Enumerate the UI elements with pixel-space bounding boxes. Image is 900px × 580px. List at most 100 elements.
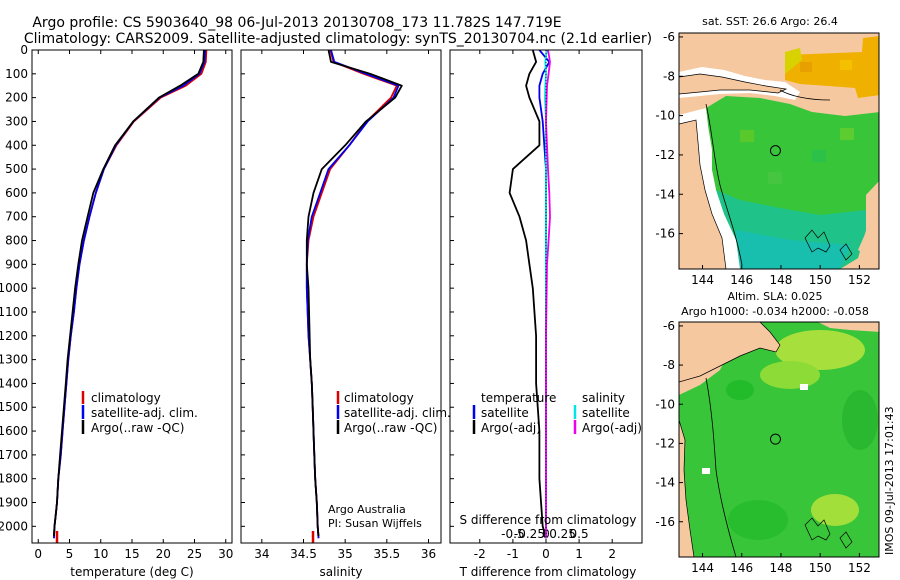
x-tick-label: 2	[608, 547, 616, 561]
sst-patch	[768, 172, 782, 184]
legend-title-temperature: temperature	[481, 391, 556, 405]
reef-contour	[804, 229, 831, 253]
legend-label-argo: Argo(..raw -QC)	[344, 421, 437, 435]
map-y-tick-label: -10	[655, 109, 675, 123]
sst-warm-patch	[840, 60, 852, 70]
legend-label-climatology: climatology	[91, 391, 161, 405]
x-tick-label: 10	[93, 547, 108, 561]
reef-contour	[839, 243, 853, 261]
map-x-tick-label: 144	[691, 561, 714, 575]
y-tick-label: 1300	[0, 353, 28, 367]
salinity-frame	[240, 49, 442, 544]
difference-xlabel: T difference from climatology	[459, 565, 637, 579]
y-tick-label: 2000	[0, 519, 28, 533]
x-tick-label: 34	[254, 547, 269, 561]
x-tick-label: 0	[34, 547, 42, 561]
y-tick-label: 500	[5, 162, 28, 176]
map-y-tick-label: -10	[655, 397, 675, 411]
map-y-tick-label: -6	[663, 30, 675, 44]
series-line	[53, 50, 205, 536]
series-line	[508, 50, 547, 539]
map-y-tick-label: -12	[655, 436, 675, 450]
s-diff-tick-label: 0.5	[570, 527, 589, 541]
sla-map-frame	[678, 321, 880, 558]
cape-york-land	[679, 419, 695, 557]
x-tick-label: -2	[474, 547, 486, 561]
legend-title-salinity: salinity	[582, 391, 625, 405]
series-line	[545, 50, 551, 539]
legend-label-s-satellite: satellite	[582, 406, 630, 420]
map-y-tick-label: -8	[663, 69, 675, 83]
sst-cooler-field	[736, 230, 850, 269]
difference-frame	[449, 49, 643, 544]
y-tick-label: 700	[5, 210, 28, 224]
isobath-contour	[705, 103, 743, 266]
sst-patch	[840, 128, 854, 140]
y-tick-label: 1800	[0, 472, 28, 486]
x-tick-label: 35	[338, 547, 353, 561]
x-tick-label: 35.5	[373, 547, 400, 561]
sla-high-anomaly	[811, 494, 859, 526]
y-tick-label: 800	[5, 234, 28, 248]
y-tick-label: 200	[5, 91, 28, 105]
map-x-tick-label: 148	[770, 273, 793, 287]
map-x-tick-label: 148	[770, 561, 793, 575]
x-tick-label: 1	[575, 547, 583, 561]
queensland-coast	[858, 232, 872, 256]
x-tick-label: 30	[218, 547, 233, 561]
series-line	[305, 50, 400, 539]
x-tick-label: 15	[124, 547, 139, 561]
difference-plot-area	[508, 50, 551, 543]
annotation-institution: Argo Australia	[328, 503, 406, 516]
map-y-tick-label: -14	[655, 476, 675, 490]
sst-patch	[740, 130, 754, 142]
legend-label-satellite: satellite-adj. clim.	[344, 406, 451, 420]
temperature-legend: climatology satellite-adj. clim. Argo(..…	[81, 391, 198, 435]
legend-label-argo: Argo(..raw -QC)	[91, 421, 184, 435]
y-tick-label: 0	[20, 43, 28, 57]
legend-label-climatology: climatology	[344, 391, 414, 405]
title-line-2: Climatology: CARS2009. Satellite-adjuste…	[24, 31, 652, 47]
sla-low-anomaly	[728, 500, 788, 540]
sla-map-area	[679, 322, 879, 557]
difference-legend-temperature: temperature satellite Argo(-adj)	[472, 391, 556, 435]
y-tick-label: 100	[5, 67, 28, 81]
x-tick-label: -1	[507, 547, 519, 561]
isobath-contour	[705, 377, 737, 557]
x-tick-label: 25	[187, 547, 202, 561]
salinity-xlabel: salinity	[319, 565, 362, 579]
map-x-tick-label: 146	[730, 561, 753, 575]
difference-axis-ticks: -2 -1 0 1 2-0.5-0.250 0.250.5	[450, 49, 616, 561]
map-x-tick-label: 152	[848, 561, 871, 575]
sst-warm-patch	[800, 62, 812, 72]
salinity-axis-ticks: 34 34.5 35 35.5 36	[241, 49, 436, 561]
difference-panel: -2 -1 0 1 2-0.5-0.250 0.250.5 S difference fr…	[449, 49, 643, 579]
sla-high-anomaly	[775, 330, 865, 370]
x-tick-label: 34.5	[290, 547, 317, 561]
sst-map-frame	[678, 32, 880, 270]
map-y-tick-label: -8	[663, 358, 675, 372]
y-tick-label: 300	[5, 114, 28, 128]
temperature-axis-ticks: 0100200300400500600700800900100011001200…	[0, 43, 233, 561]
cape-york-land	[679, 119, 727, 269]
y-tick-label: 400	[5, 138, 28, 152]
y-tick-label: 600	[5, 186, 28, 200]
temperature-xlabel: temperature (deg C)	[70, 565, 193, 579]
series-line	[53, 50, 206, 539]
map-y-tick-label: -16	[655, 515, 675, 529]
y-tick-label: 1100	[0, 305, 28, 319]
x-tick-label: 5	[66, 547, 74, 561]
new-britain-land	[818, 322, 879, 332]
sla-map-title: Altim. SLA: 0.025	[727, 290, 822, 303]
difference-legend-salinity: salinity satellite Argo(-adj)	[573, 391, 642, 435]
series-line	[538, 50, 551, 539]
y-tick-label: 1600	[0, 424, 28, 438]
s-diff-tick-label: -0.25	[514, 527, 545, 541]
y-tick-label: 1500	[0, 400, 28, 414]
side-stamp: IMOS 09-Jul-2013 17:01:43	[883, 406, 896, 555]
legend-label-t-argo: Argo(-adj)	[481, 421, 541, 435]
sst-map-area	[679, 33, 879, 269]
x-tick-label: 0	[542, 547, 550, 561]
legend-label-t-satellite: satellite	[481, 406, 529, 420]
